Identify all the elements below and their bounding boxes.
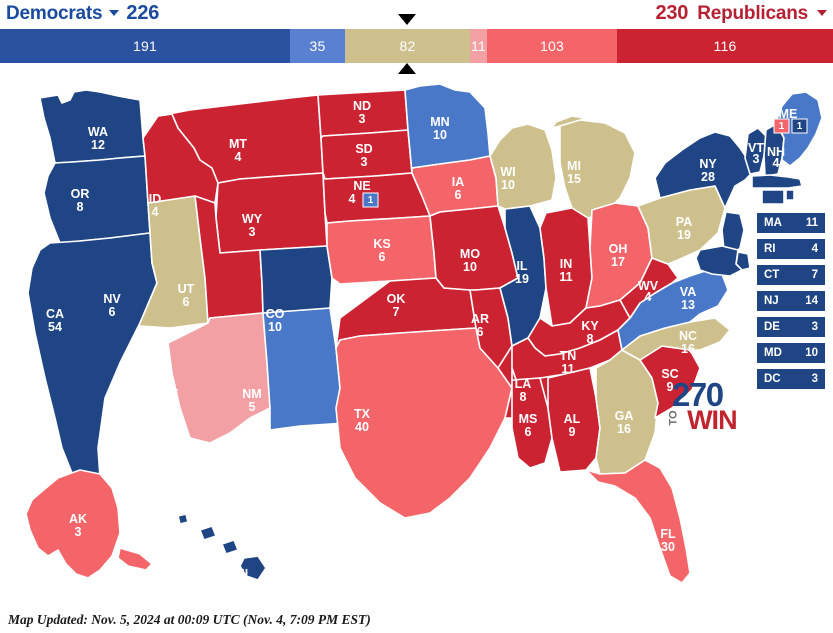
state-split-ev-NE: 1 [368, 195, 374, 206]
state-WV[interactable] [619, 257, 679, 319]
bar-segment-tossup[interactable]: 82 [345, 29, 470, 63]
state-box-DC[interactable]: DC 3 [757, 369, 825, 389]
logo-270-text: 270 [672, 376, 724, 413]
electoral-header: Democrats 226 230 Republicans 191 35 82 11 1… [0, 0, 833, 78]
state-VT[interactable] [744, 127, 767, 175]
state-split-box-NE[interactable] [362, 192, 379, 208]
logo-win-text: WIN [687, 405, 737, 435]
state-ev-HI: 4 [239, 580, 246, 594]
state-box-abbr-RI: RI [764, 243, 776, 255]
header-titles-row: Democrats 226 230 Republicans [0, 0, 833, 28]
state-NY[interactable] [654, 131, 753, 209]
bar-segment-likely-d[interactable]: 35 [290, 29, 345, 63]
state-AK[interactable] [25, 469, 153, 579]
state-CT-shape[interactable] [761, 189, 785, 205]
state-box-abbr-NJ: NJ [764, 295, 779, 307]
state-OR[interactable] [43, 155, 151, 244]
map-updated-text: Map Updated: Nov. 5, 2024 at 00:09 UTC (… [8, 612, 371, 627]
state-box-abbr-DC: DC [764, 373, 781, 385]
threshold-marker-bottom-icon [398, 63, 416, 74]
state-split-box-ME-2[interactable] [791, 118, 808, 134]
republicans-label: Republicans [697, 3, 808, 24]
state-WY[interactable] [215, 172, 328, 254]
270towin-logo[interactable]: 270 TO WIN [668, 376, 768, 435]
state-MA-shape[interactable] [751, 174, 803, 189]
bar-segment-leaning-r[interactable]: 103 [487, 29, 617, 63]
logo-to-text: TO [667, 410, 680, 426]
state-MI[interactable] [551, 115, 636, 219]
state-box-ev-CT: 7 [811, 269, 818, 281]
state-box-ev-RI: 4 [811, 243, 818, 255]
republicans-dropdown[interactable]: 230 Republicans [655, 2, 827, 25]
state-AL[interactable] [547, 367, 601, 473]
state-split-ev-ME-2: 1 [797, 121, 803, 132]
state-TX[interactable] [335, 327, 513, 519]
state-KS[interactable] [326, 215, 437, 285]
state-box-abbr-MD: MD [764, 347, 782, 359]
state-HI[interactable] [177, 513, 267, 581]
state-box-ev-MA: 11 [805, 217, 818, 229]
state-box-abbr-MA: MA [764, 217, 782, 229]
state-box-NJ[interactable]: NJ 14 [757, 291, 825, 311]
state-CA[interactable] [27, 232, 158, 484]
state-FL[interactable] [585, 459, 691, 584]
bar-segments-container: 191 35 82 11 103 116 [0, 29, 833, 63]
state-box-ev-NJ: 14 [805, 295, 818, 307]
democrats-label: Democrats [6, 3, 103, 24]
threshold-marker-top-icon [398, 14, 416, 25]
state-MD-shape[interactable] [695, 245, 743, 277]
state-WI[interactable] [489, 123, 557, 210]
state-WA[interactable] [39, 89, 146, 164]
state-RI-shape[interactable] [785, 189, 795, 201]
state-box-ev-DC: 3 [811, 373, 818, 385]
state-box-abbr-CT: CT [764, 269, 780, 281]
state-AZ[interactable] [167, 312, 271, 444]
state-split-ev-ME-1: 1 [779, 121, 785, 132]
state-SD[interactable] [320, 129, 413, 180]
state-IN[interactable] [539, 207, 593, 327]
state-ev-AZ: 11 [163, 400, 176, 414]
republicans-total: 230 [655, 2, 689, 24]
state-split-box-ME-1[interactable] [773, 118, 790, 134]
state-box-CT[interactable]: CT 7 [757, 265, 825, 285]
bar-segment-solid-r[interactable]: 116 [617, 29, 833, 63]
state-CO[interactable] [259, 245, 333, 314]
state-box-ev-MD: 10 [805, 347, 818, 359]
state-box-MA[interactable]: MA 11 [757, 213, 825, 233]
map-updated-caption: Map Updated: Nov. 5, 2024 at 00:09 UTC (… [0, 607, 833, 633]
state-box-RI[interactable]: RI 4 [757, 239, 825, 259]
state-box-DE[interactable]: DE 3 [757, 317, 825, 337]
democrats-dropdown[interactable]: Democrats 226 [6, 2, 159, 25]
state-box-MD[interactable]: MD 10 [757, 343, 825, 363]
logo-towin-row: TO WIN [668, 405, 768, 435]
democrats-total: 226 [126, 2, 160, 24]
bar-segment-likely-r[interactable]: 11 [470, 29, 487, 63]
state-box-ev-DE: 3 [811, 321, 818, 333]
us-electoral-map[interactable]: WA 12 OR 8 CA 54 NV 6 ID 4 MT 4 WY 3 UT 6 AZ 11 NM 5 CO 10 ND 3… [0, 78, 833, 603]
chevron-down-icon[interactable] [817, 10, 827, 16]
small-state-boxes-list: MA 11 RI 4 CT 7 NJ 14 DE 3 MD 10 DC 3 [757, 213, 825, 389]
state-NM[interactable] [262, 307, 346, 431]
electoral-vote-bar[interactable]: 191 35 82 11 103 116 [0, 29, 833, 63]
bar-segment-solid-d[interactable]: 191 [0, 29, 290, 63]
state-box-abbr-DE: DE [764, 321, 780, 333]
chevron-down-icon[interactable] [109, 10, 120, 16]
state-MS[interactable] [511, 367, 553, 469]
